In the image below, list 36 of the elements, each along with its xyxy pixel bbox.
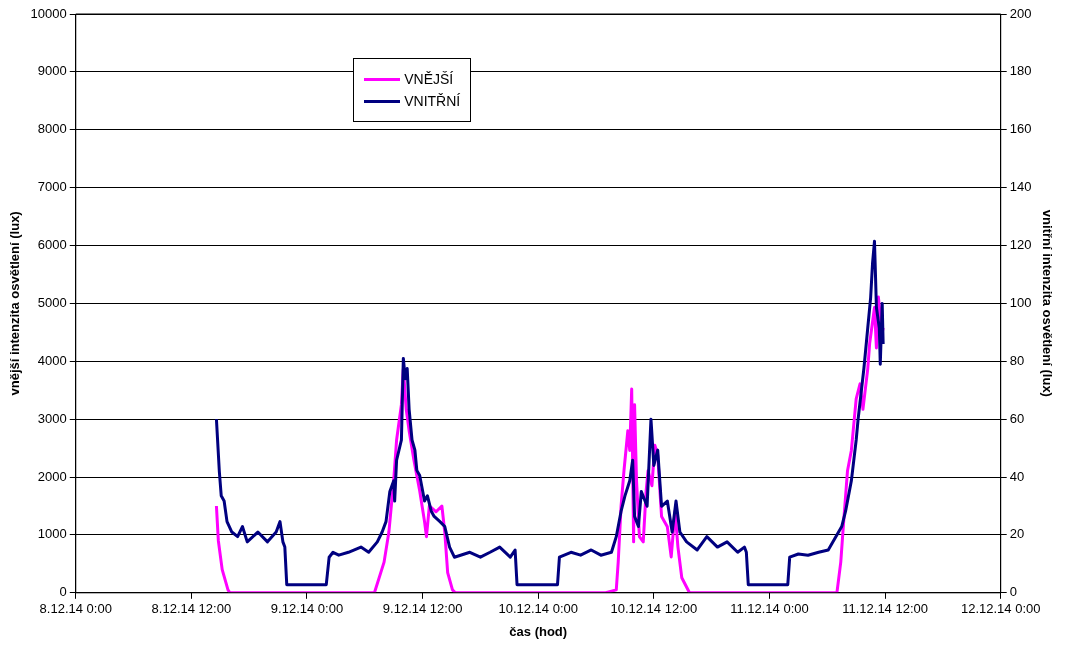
y-tick-label: 9000 bbox=[37, 63, 67, 79]
x-tick-label: 9.12.14 0:00 bbox=[270, 601, 344, 617]
y-tick-label: 3000 bbox=[37, 410, 67, 426]
y2-tick-label: 100 bbox=[1009, 294, 1032, 310]
y2-tick-label: 40 bbox=[1009, 468, 1025, 484]
y-tick-label: 6000 bbox=[37, 237, 67, 253]
y2-tick-label: 20 bbox=[1009, 526, 1025, 542]
y2-tick-label: 60 bbox=[1009, 410, 1025, 426]
y2-tick-label: 120 bbox=[1009, 237, 1032, 253]
y-tick-label: 7000 bbox=[37, 179, 67, 195]
y2-tick-label: 180 bbox=[1009, 63, 1032, 79]
y-tick-label: 8000 bbox=[37, 121, 67, 137]
y2-tick-label: 200 bbox=[1009, 5, 1032, 21]
x-tick-label: 9.12.14 12:00 bbox=[382, 601, 463, 617]
x-tick-label: 8.12.14 0:00 bbox=[39, 601, 112, 617]
y-tick-label: 5000 bbox=[37, 294, 67, 310]
y-tick-label: 10000 bbox=[30, 5, 67, 21]
y2-tick-label: 80 bbox=[1009, 352, 1025, 368]
x-tick-label: 12.12.14 0:00 bbox=[960, 601, 1041, 617]
x-tick-label: 11.12.14 12:00 bbox=[842, 601, 928, 617]
y-tick-label: 0 bbox=[59, 584, 67, 600]
y-axis-title: vnější intenzita osvětlení (lux) bbox=[7, 211, 23, 396]
y2-axis-title: vnitřní intenzita osvětlení (lux) bbox=[1039, 209, 1055, 397]
x-tick-label: 10.12.14 0:00 bbox=[498, 601, 578, 617]
y-tick-label: 1000 bbox=[37, 526, 67, 542]
legend-label: VNĚJŠÍ bbox=[404, 71, 454, 87]
x-tick-label: 11.12.14 0:00 bbox=[730, 601, 809, 617]
legend-label: VNITŘNÍ bbox=[404, 93, 461, 109]
y2-tick-label: 140 bbox=[1009, 179, 1032, 195]
x-tick-label: 10.12.14 12:00 bbox=[610, 601, 698, 617]
y2-tick-label: 0 bbox=[1009, 584, 1017, 600]
x-tick-label: 8.12.14 12:00 bbox=[151, 601, 232, 617]
y-tick-label: 2000 bbox=[37, 468, 67, 484]
x-axis-title: čas (hod) bbox=[509, 623, 568, 639]
y-tick-label: 4000 bbox=[37, 352, 67, 368]
y2-tick-label: 160 bbox=[1009, 121, 1032, 137]
